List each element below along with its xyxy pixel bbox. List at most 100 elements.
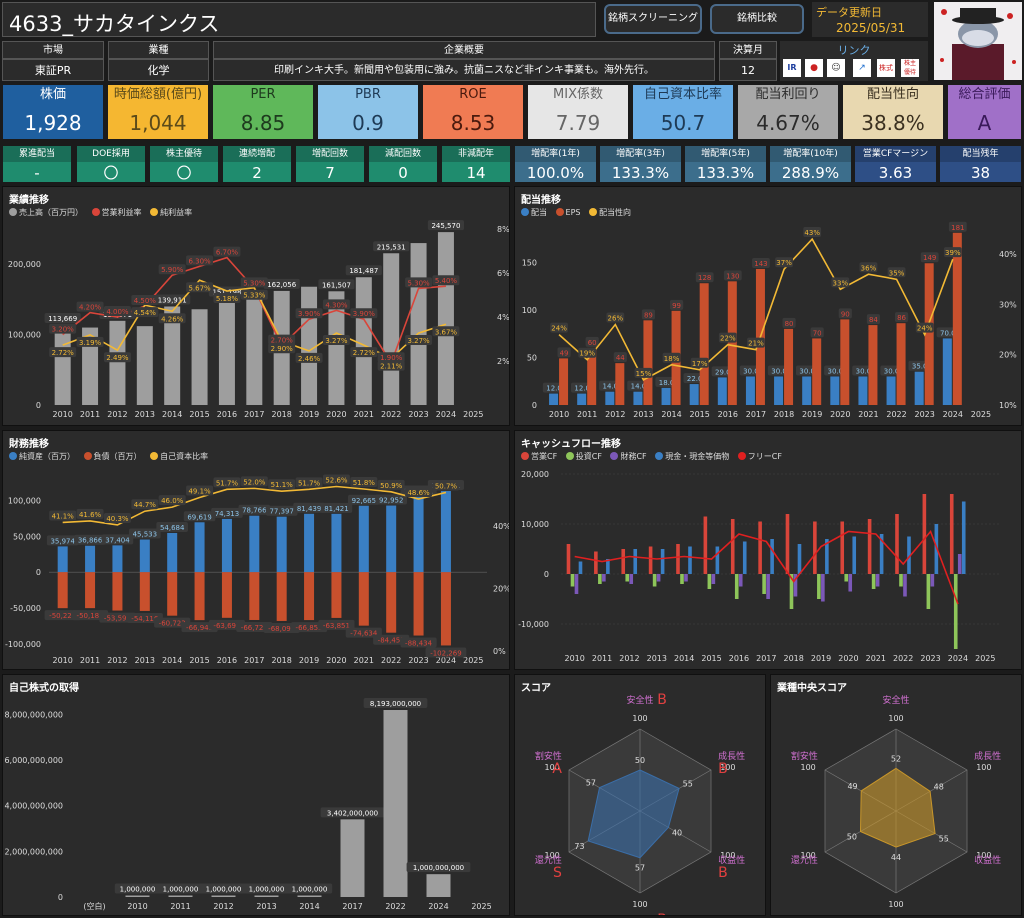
dividend-label: 12.0 bbox=[546, 385, 562, 393]
payout-label-bg bbox=[887, 267, 906, 278]
net-margin-label: 5.18% bbox=[216, 295, 239, 303]
fin-cf-bar bbox=[821, 574, 825, 602]
sales-bar bbox=[355, 277, 372, 405]
title-box: 4633_サカタインクス bbox=[2, 2, 596, 37]
link-kabutan-icon[interactable]: ● bbox=[805, 59, 823, 77]
net-margin-label-bg bbox=[322, 335, 350, 346]
eps-label-bg bbox=[695, 272, 714, 283]
kpi-label: 株価 bbox=[39, 87, 66, 102]
market-value: 東証PR bbox=[2, 59, 104, 81]
x-tick-label: 2015 bbox=[690, 410, 710, 419]
net-margin-label: 3.27% bbox=[407, 337, 430, 345]
equity-ratio-label-bg bbox=[240, 476, 268, 487]
x-tick-label: 2021 bbox=[866, 654, 886, 663]
stat-value: - bbox=[34, 164, 40, 182]
liabilities-label: -102,269 bbox=[430, 649, 461, 657]
stat-value: 〇 bbox=[176, 164, 192, 182]
radar-axis-label: 効率性 bbox=[882, 914, 909, 915]
payout-label-bg bbox=[859, 262, 878, 273]
eps-label: 80 bbox=[785, 320, 794, 328]
stat-value: 3.63 bbox=[878, 164, 913, 182]
dividend-label: 14.0 bbox=[631, 383, 647, 391]
summary-cell: 企業概要 印刷インキ大手。新聞用や包装用に強み。抗菌ニスなど非インキ事業も。海外… bbox=[213, 41, 715, 81]
liabilities-label-bg bbox=[99, 612, 136, 623]
x-tick-label: 2018 bbox=[774, 410, 794, 419]
link-nikkei-icon[interactable]: 株式 bbox=[877, 59, 895, 77]
sales-label-bg bbox=[318, 279, 355, 290]
dividend-bar bbox=[577, 393, 587, 405]
link-kabuyoho-icon[interactable]: ☺ bbox=[827, 59, 845, 77]
x-tick-label: 2015 bbox=[189, 410, 209, 419]
y-tick-label: 200,000 bbox=[8, 260, 41, 269]
radar-value: 57 bbox=[586, 779, 596, 788]
dividend-label: 30.0 bbox=[856, 367, 872, 375]
op-margin-label-bg bbox=[131, 295, 159, 305]
x-tick-label: 2013 bbox=[135, 410, 155, 419]
liabilities-label-bg bbox=[154, 617, 191, 628]
x-tick-label: 2011 bbox=[80, 656, 100, 665]
net-margin-label-bg bbox=[103, 352, 131, 363]
sales-label-bg bbox=[345, 265, 382, 276]
stat-green-3: 連続増配 2 bbox=[222, 145, 292, 183]
compare-button[interactable]: 銘柄比較 bbox=[710, 4, 804, 34]
radar-grade: B bbox=[718, 865, 728, 881]
stat-blue-0: 増配率(1年) 100.0% bbox=[514, 145, 597, 183]
radar-value: 52 bbox=[891, 754, 901, 763]
eps-label-bg bbox=[782, 317, 796, 328]
net-margin-label: 3.19% bbox=[79, 339, 102, 347]
radar-value: 73 bbox=[574, 842, 584, 851]
op-cf-bar bbox=[703, 516, 708, 574]
x-tick-label: 2022 bbox=[381, 410, 401, 419]
payout-label: 21% bbox=[748, 340, 764, 348]
y-tick-label: 40% bbox=[999, 250, 1017, 259]
equity-label-bg bbox=[74, 534, 106, 545]
net-margin-label: 2.11% bbox=[380, 363, 403, 371]
x-tick-label: 2025 bbox=[971, 410, 991, 419]
x-tick-label: 2025 bbox=[463, 410, 483, 419]
payout-label: 18% bbox=[664, 355, 680, 363]
inv-cf-bar bbox=[844, 574, 849, 582]
screening-button[interactable]: 銘柄スクリーニング bbox=[604, 4, 702, 34]
link-irbank-icon[interactable]: IR bbox=[783, 59, 801, 77]
op-margin-label-bg bbox=[377, 352, 405, 363]
stat-label: 連続増配 bbox=[223, 146, 291, 162]
eps-bar bbox=[812, 338, 822, 405]
eps-bar bbox=[784, 328, 794, 405]
dividend-bar bbox=[858, 376, 868, 405]
x-tick-label: 2012 bbox=[107, 410, 127, 419]
dividend-label: 29.0 bbox=[715, 368, 731, 376]
op-cf-bar bbox=[813, 521, 817, 574]
kpi-value: 8.85 bbox=[240, 111, 286, 135]
kpi-label: ROE bbox=[459, 87, 487, 102]
op-margin-label: 3.90% bbox=[298, 310, 321, 318]
radar-value: 49 bbox=[847, 782, 857, 791]
kpi-card-1: 時価総額(億円) 1,044 bbox=[107, 84, 209, 140]
fin-cf-bar bbox=[602, 574, 606, 582]
equity-label: 81,439 bbox=[297, 505, 322, 513]
x-tick-label: 2014 bbox=[162, 410, 182, 419]
liabilities-bar bbox=[57, 572, 68, 609]
eps-label: 60 bbox=[588, 339, 597, 347]
equity-label-bg bbox=[238, 504, 271, 515]
op-margin-label-bg bbox=[240, 277, 268, 288]
x-tick-label: 2018 bbox=[784, 654, 804, 663]
market-label: 市場 bbox=[2, 41, 104, 59]
link-chart-icon[interactable]: ↗ bbox=[853, 59, 871, 77]
sales-bar bbox=[54, 324, 71, 405]
net-margin-label: 4.54% bbox=[134, 309, 157, 317]
fin-cf-bar bbox=[930, 574, 935, 587]
score-title: スコア bbox=[521, 683, 551, 694]
liabilities-label-bg bbox=[345, 627, 382, 638]
x-tick-label: 2019 bbox=[811, 654, 831, 663]
link-yutai-icon[interactable]: 株主 優待 bbox=[901, 59, 919, 77]
equity-bar bbox=[57, 546, 68, 573]
dividend-label: 14.0 bbox=[603, 383, 619, 391]
buyback-bar bbox=[426, 874, 451, 897]
radar-max: 100 bbox=[720, 763, 735, 772]
x-tick-label: 2013 bbox=[647, 654, 667, 663]
legend-eps: EPS bbox=[565, 208, 581, 217]
x-tick-label: 2023 bbox=[408, 410, 428, 419]
radar-grade: S bbox=[553, 865, 562, 881]
y-tick-label: 100 bbox=[522, 306, 537, 315]
legend-sales: 売上高（百万円） bbox=[19, 208, 83, 217]
